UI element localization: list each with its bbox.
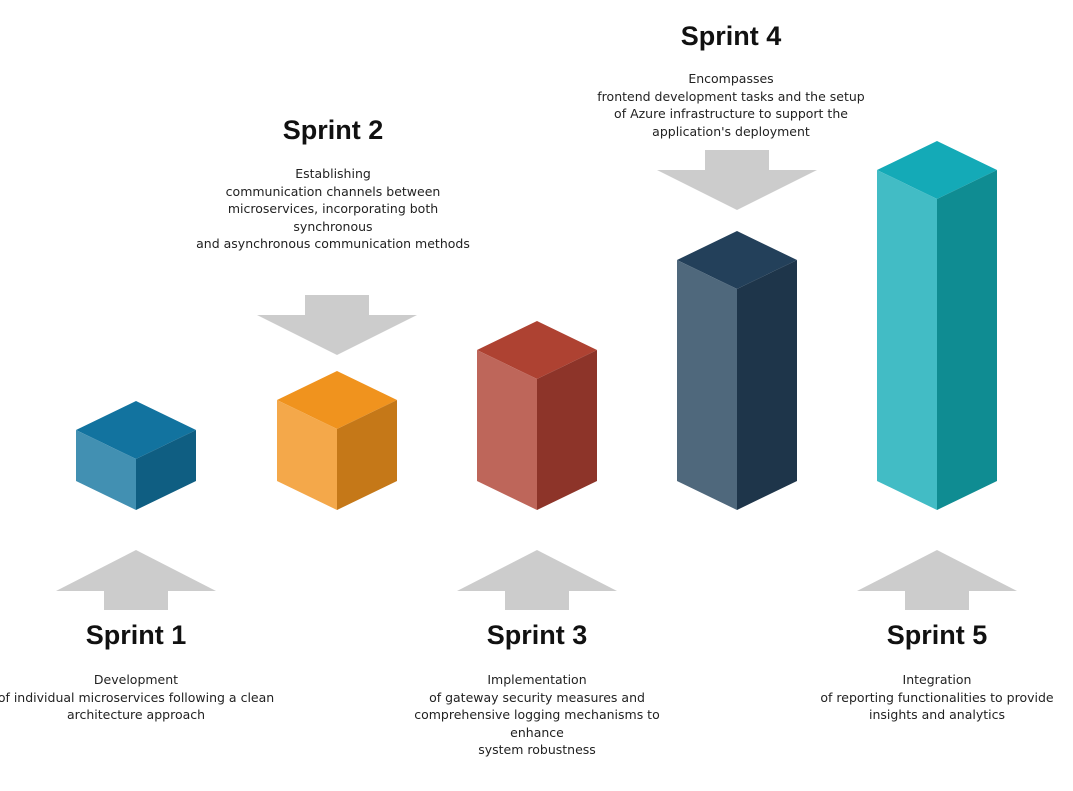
sprint-2-block-right-face — [337, 400, 397, 510]
sprint-4-title: Sprint 4 — [680, 21, 782, 51]
sprint-2-description-line: microservices, incorporating both — [227, 201, 439, 216]
sprint-1-description-line: of individual microservices following a … — [0, 689, 275, 705]
sprint-3-description-line: Implementation — [487, 672, 587, 687]
sprint-5-title: Sprint 5 — [886, 620, 988, 650]
sprint-3-title: Sprint 3 — [486, 620, 588, 650]
sprint-5-block-left-face — [877, 170, 937, 510]
sprint-2-title: Sprint 2 — [282, 115, 384, 145]
sprint-4-description-line: frontend development tasks and the setup — [597, 88, 865, 104]
sprint-1-description-line: architecture approach — [66, 707, 206, 722]
sprint-2-down-arrow-icon — [257, 295, 417, 355]
sprint-5-up-arrow-icon — [857, 550, 1017, 610]
sprint-3-description-line: system robustness — [478, 742, 596, 757]
sprint-2-description-line: and asynchronous communication methods — [196, 236, 470, 251]
sprint-4-down-arrow-icon — [657, 150, 817, 210]
sprint-1-block-right-face — [136, 430, 196, 510]
sprint-3-block-left-face — [477, 350, 537, 510]
sprint-3-description-line: comprehensive logging mechanisms to — [414, 707, 660, 722]
sprint-4-description-line: application's deployment — [652, 123, 810, 139]
sprint-4-description-line: Encompasses — [688, 71, 774, 86]
sprint-3-description-line: of gateway security measures and — [429, 689, 645, 705]
sprint-1-up-arrow-icon — [56, 550, 216, 610]
sprint-3-up-arrow-icon — [457, 550, 617, 610]
sprint-4-block-left-face — [677, 260, 737, 510]
sprint-5-description-line: Integration — [902, 672, 972, 687]
sprint-2-description: Establishing communication channels betw… — [183, 165, 483, 253]
sprint-2-block-left-face — [277, 400, 337, 510]
sprint-2-description-line: synchronous — [293, 218, 373, 234]
sprint-5-block-right-face — [937, 170, 997, 510]
sprint-3-description-line: enhance — [510, 724, 564, 740]
sprint-5-description-line: of reporting functionalities to provide — [820, 689, 1054, 705]
sprint-2-description-line: Establishing — [295, 166, 371, 181]
sprint-5-description-line: insights and analytics — [869, 707, 1005, 722]
sprint-2-description-line: communication channels between — [225, 183, 441, 199]
sprint-4-description: Encompasses frontend development tasks a… — [581, 70, 881, 140]
sprint-4-block-right-face — [737, 260, 797, 510]
sprint-3-block-right-face — [537, 350, 597, 510]
sprint-5-description: Integration of reporting functionalities… — [787, 671, 1073, 724]
sprint-4-description-line: of Azure infrastructure to support the — [614, 106, 848, 121]
sprint-1-title: Sprint 1 — [85, 620, 187, 650]
sprint-3-description: Implementation of gateway security measu… — [387, 671, 687, 759]
sprint-1-description-line: Development — [93, 672, 179, 687]
sprint-1-description: Development of individual microservices … — [0, 671, 286, 724]
sprint-1-block-left-face — [76, 430, 136, 510]
